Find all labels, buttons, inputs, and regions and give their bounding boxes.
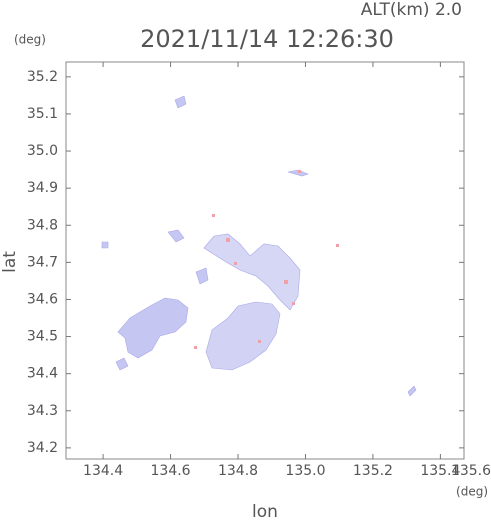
x-tick-label: 135.6: [451, 463, 491, 479]
echo: [203, 233, 301, 311]
echo: [407, 385, 417, 397]
x-tick-label: 135.0: [285, 463, 325, 479]
echo-cell: [212, 214, 215, 217]
y-axis-label: lat: [0, 251, 20, 273]
echo-cell: [194, 346, 197, 349]
echo: [195, 267, 209, 285]
echo: [167, 229, 185, 243]
echo: [117, 297, 189, 359]
echo: [101, 241, 109, 249]
echo-cell: [292, 302, 295, 305]
x-unit: (deg): [456, 485, 488, 499]
echo: [205, 301, 281, 371]
x-tick-label: 135.4: [420, 463, 460, 479]
y-tick-label: 34.9: [27, 180, 58, 196]
y-tick-label: 34.2: [27, 440, 58, 456]
plot-frame: [65, 61, 465, 460]
chart-title: 2021/11/14 12:26:30: [140, 25, 394, 53]
y-tick-label: 34.5: [27, 329, 58, 345]
strong-echoes: [194, 170, 339, 349]
echo-areas: [101, 95, 417, 397]
echo-cell: [258, 340, 261, 343]
x-tick-label: 134.4: [83, 463, 123, 479]
y-tick-label: 34.8: [27, 217, 58, 233]
echo-cell: [234, 262, 237, 265]
y-tick-label: 34.7: [27, 254, 58, 270]
x-axis-label: lon: [252, 502, 278, 521]
y-tick-label: 35.1: [27, 106, 58, 122]
y-tick-label: 34.4: [27, 366, 58, 382]
x-tick-label: 135.2: [353, 463, 393, 479]
echo-cell: [298, 170, 301, 173]
y-tick-label: 35.0: [27, 143, 58, 159]
y-unit: (deg): [14, 33, 46, 47]
echo: [174, 95, 187, 109]
echo-cell: [336, 244, 339, 247]
x-tick-label: 134.6: [151, 463, 191, 479]
echo-cell: [284, 280, 288, 284]
altitude-label: ALT(km) 2.0: [361, 0, 462, 20]
echo-cell: [226, 238, 230, 242]
y-tick-label: 35.2: [27, 69, 58, 85]
y-tick-label: 34.6: [27, 291, 58, 307]
y-tick-label: 34.3: [27, 403, 58, 419]
x-tick-label: 134.8: [218, 463, 258, 479]
echo: [115, 357, 129, 371]
